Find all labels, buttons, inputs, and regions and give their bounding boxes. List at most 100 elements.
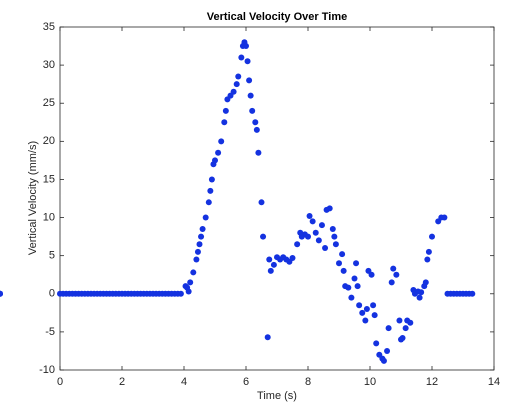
point [205,199,212,206]
point [388,279,395,286]
point [190,269,197,276]
point [356,302,363,309]
point [312,229,319,236]
y-tick-label: 10 [43,211,55,223]
x-tick-label: 10 [364,376,376,388]
point [267,267,274,274]
y-tick-label: 5 [49,250,55,262]
point [353,260,360,267]
point [249,107,256,114]
point [340,267,347,274]
y-tick-label: 30 [43,59,55,71]
plot-frame [59,26,495,371]
point [264,334,271,341]
point [222,107,229,114]
point [270,261,277,268]
point [422,279,429,286]
point [424,256,431,263]
point [418,289,425,296]
point [390,265,397,272]
point [246,77,253,84]
point [429,233,435,240]
point [441,214,448,221]
point [359,309,366,316]
point [243,43,249,50]
y-tick-label: 35 [43,21,55,33]
point [177,290,184,297]
point [332,241,339,248]
point [329,225,336,232]
point [380,357,387,364]
point [345,284,352,291]
point [370,302,377,309]
y-tick-label: 20 [43,135,55,147]
point [368,271,375,278]
x-tick-label: 4 [181,376,187,388]
point [416,294,423,301]
point [255,149,262,156]
point [289,254,296,261]
point [244,58,251,65]
point [233,81,240,88]
point [322,245,329,252]
point [373,340,380,347]
point [306,213,313,220]
point [230,88,237,95]
y-tick-label: -5 [45,326,55,338]
point [0,290,3,297]
point [407,319,414,326]
point [252,119,259,126]
point [266,256,273,263]
point [363,306,370,313]
point [253,126,260,133]
x-tick-label: 6 [243,376,249,388]
point [305,233,311,240]
point [199,225,206,232]
point [331,233,338,240]
y-tick-label: -10 [39,364,55,376]
point [469,290,476,297]
point [258,199,265,206]
point [196,241,203,248]
point [294,241,301,248]
point [384,347,391,354]
x-tick-label: 14 [488,376,500,388]
point [362,317,369,324]
point [221,119,228,126]
point [309,218,316,225]
point [371,312,378,319]
point [318,222,325,229]
point [315,237,322,244]
x-tick-label: 12 [426,376,438,388]
y-tick-label: 15 [43,173,55,185]
point [193,256,200,263]
x-tick-label: 0 [57,376,63,388]
point [348,294,355,301]
point [208,176,215,183]
point [326,205,333,212]
x-tick-label: 8 [305,376,311,388]
point [235,73,242,80]
y-tick-label: 25 [43,97,55,109]
point [202,214,209,221]
y-axis-label: Vertical Velocity (mm/s) [27,141,39,255]
point [212,157,218,164]
point [207,187,214,194]
point [339,251,346,258]
point [351,275,358,282]
point [425,248,432,255]
x-axis-label: Time (s) [257,390,297,402]
point [385,325,392,332]
point [336,260,342,267]
point [185,288,192,295]
point [194,248,201,255]
chart-title: Vertical Velocity Over Time [207,11,347,23]
point [399,334,406,341]
point [187,279,194,286]
point [238,54,245,61]
point [393,271,400,278]
point [215,149,222,156]
point [354,283,361,290]
point [198,233,205,240]
